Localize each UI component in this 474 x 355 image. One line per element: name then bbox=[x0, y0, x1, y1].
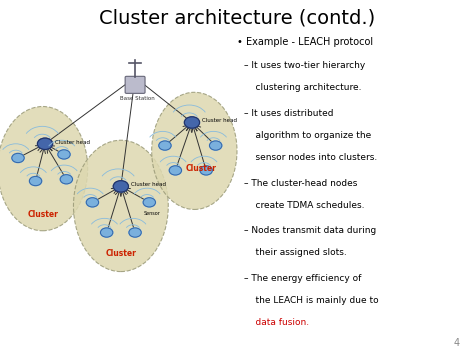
Text: algorithm to organize the: algorithm to organize the bbox=[244, 131, 371, 140]
Circle shape bbox=[113, 181, 128, 192]
Text: create TDMA schedules.: create TDMA schedules. bbox=[244, 201, 365, 209]
Text: Cluster architecture (contd.): Cluster architecture (contd.) bbox=[99, 9, 375, 28]
Circle shape bbox=[129, 228, 141, 237]
Circle shape bbox=[100, 228, 113, 237]
Ellipse shape bbox=[73, 140, 168, 272]
Text: Cluster head: Cluster head bbox=[202, 118, 237, 123]
Text: data fusion.: data fusion. bbox=[244, 318, 309, 327]
Text: – Nodes transmit data during: – Nodes transmit data during bbox=[244, 226, 376, 235]
Circle shape bbox=[37, 138, 53, 149]
Ellipse shape bbox=[0, 106, 88, 231]
Text: Cluster head: Cluster head bbox=[55, 140, 91, 144]
Text: the LEACH is mainly due to: the LEACH is mainly due to bbox=[244, 296, 379, 305]
Text: Cluster head: Cluster head bbox=[131, 182, 166, 187]
Text: – It uses two-tier hierarchy: – It uses two-tier hierarchy bbox=[244, 61, 365, 70]
Text: – The cluster-head nodes: – The cluster-head nodes bbox=[244, 179, 357, 187]
Circle shape bbox=[210, 141, 222, 150]
Circle shape bbox=[143, 198, 155, 207]
Text: • Example - LEACH protocol: • Example - LEACH protocol bbox=[237, 37, 373, 47]
Circle shape bbox=[12, 153, 24, 163]
Text: – The energy efficiency of: – The energy efficiency of bbox=[244, 274, 362, 283]
Text: Sensor: Sensor bbox=[143, 211, 160, 216]
Text: clustering architecture.: clustering architecture. bbox=[244, 83, 362, 92]
FancyBboxPatch shape bbox=[125, 76, 145, 93]
Circle shape bbox=[60, 175, 73, 184]
Circle shape bbox=[86, 198, 99, 207]
Text: Cluster: Cluster bbox=[186, 164, 217, 173]
Text: 4: 4 bbox=[454, 338, 460, 348]
Text: – It uses distributed: – It uses distributed bbox=[244, 109, 334, 118]
Circle shape bbox=[200, 166, 212, 175]
Circle shape bbox=[184, 117, 200, 128]
Circle shape bbox=[169, 166, 182, 175]
Text: sensor nodes into clusters.: sensor nodes into clusters. bbox=[244, 153, 377, 162]
Text: Base Station: Base Station bbox=[120, 96, 155, 101]
Text: Cluster: Cluster bbox=[105, 249, 137, 258]
Text: Cluster: Cluster bbox=[27, 210, 58, 219]
Circle shape bbox=[58, 150, 70, 159]
Text: their assigned slots.: their assigned slots. bbox=[244, 248, 347, 257]
Circle shape bbox=[159, 141, 171, 150]
Ellipse shape bbox=[152, 92, 237, 209]
Circle shape bbox=[29, 176, 42, 186]
